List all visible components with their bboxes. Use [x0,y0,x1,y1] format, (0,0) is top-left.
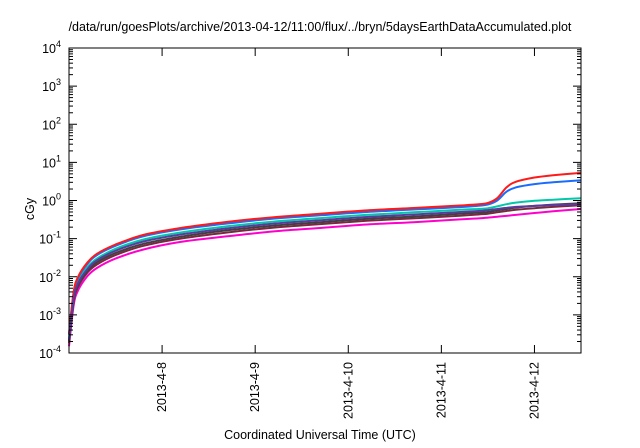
y-tick-label: 101 [42,153,61,170]
series-line-6 [68,171,582,334]
y-tick-label: 10-4 [39,344,61,361]
chart-title: /data/run/goesPlots/archive/2013-04-12/1… [68,20,572,34]
axes: 10-4 10-3 10-2 10-1 100 101 102 103 104 2013-4-8 2… [39,39,582,419]
x-tick-label: 2013-4-10 [341,362,355,419]
series-line-5 [68,179,582,335]
series-layer [68,171,582,347]
y-tick-label: 10-3 [39,306,61,323]
series-line-2 [68,204,582,344]
x-tick-label: 2013-4-12 [527,362,541,419]
y-tick-label: 10-2 [39,268,61,285]
y-tick-label: 102 [42,115,61,132]
y-tick-label: 103 [42,77,61,94]
series-line-4 [68,197,582,338]
series-line-7 [68,203,582,341]
y-tick-label: 100 [42,192,61,209]
series-line-1 [68,208,582,347]
x-tick-label: 2013-4-9 [248,362,262,412]
plot-frame [68,47,582,354]
y-tick-label: 10-1 [39,230,61,247]
x-axis-label: Coordinated Universal Time (UTC) [224,428,416,442]
y-tick-label: 104 [42,39,61,56]
x-tick-label: 2013-4-11 [434,362,448,418]
x-tick-label: 2013-4-8 [155,362,169,412]
